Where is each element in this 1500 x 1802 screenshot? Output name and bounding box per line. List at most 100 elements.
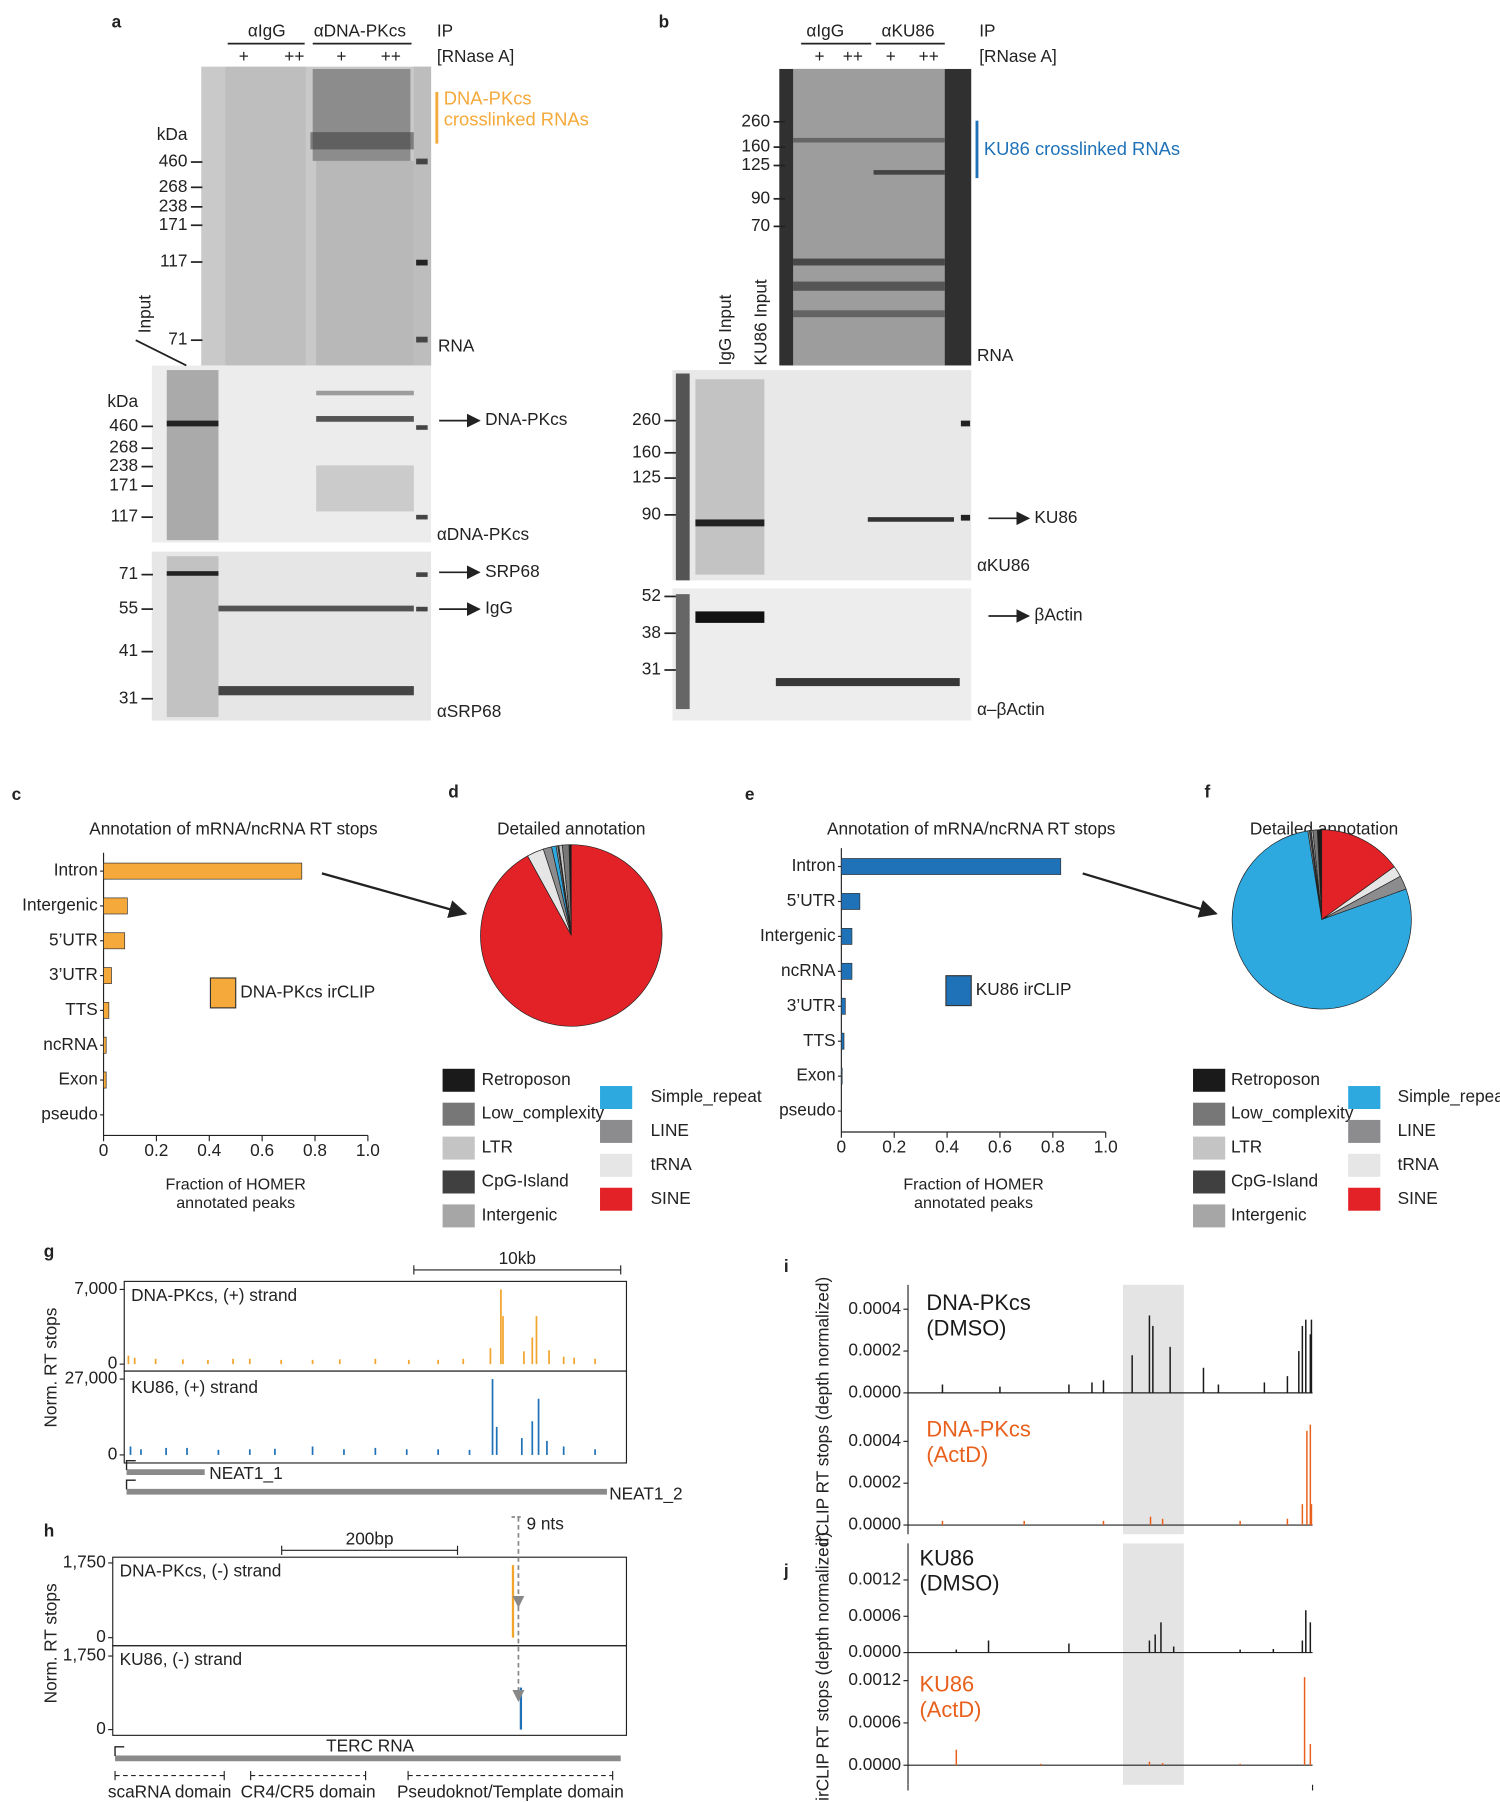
band-label: DNA-PKcs bbox=[485, 409, 567, 429]
ip-group: αDNA-PKcs bbox=[314, 21, 406, 41]
marker-label: 52 bbox=[642, 585, 661, 605]
legend-label: Simple_repeat bbox=[651, 1086, 762, 1106]
bar bbox=[103, 967, 112, 984]
ip-label: IP bbox=[979, 21, 995, 41]
bar bbox=[103, 1071, 107, 1089]
legend-label: SINE bbox=[651, 1188, 691, 1208]
marker-label: 71 bbox=[119, 563, 138, 583]
blot-image bbox=[225, 66, 306, 366]
series-name-box: DNA-PKcs (DMSO) bbox=[926, 1292, 1030, 1341]
ip-group: αKU86 bbox=[882, 21, 935, 41]
bar bbox=[841, 1032, 845, 1050]
x-axis-label-box: Fraction of HOMER annotated peaks bbox=[166, 1175, 306, 1212]
legend-label: CpG-Island bbox=[1231, 1171, 1318, 1191]
marker-label: 160 bbox=[741, 136, 770, 156]
blot-image bbox=[672, 588, 972, 721]
y-tick-label: 0.0000 bbox=[848, 1754, 901, 1774]
y-tick-label: 0.0006 bbox=[848, 1711, 901, 1731]
connector-arrow bbox=[1082, 872, 1218, 918]
y-tick-label: Intron bbox=[792, 855, 836, 875]
legend-swatch bbox=[442, 1068, 475, 1092]
x-axis-label: Fraction of HOMER annotated peaks bbox=[903, 1174, 1044, 1212]
series-name: KU86 (DMSO) bbox=[919, 1546, 1000, 1597]
panel-letter: d bbox=[448, 782, 459, 802]
legend-swatch bbox=[209, 977, 237, 1009]
lane-label: ++ bbox=[919, 46, 939, 66]
band-label: βActin bbox=[1034, 605, 1082, 625]
legend-swatch bbox=[600, 1119, 633, 1143]
band-label: IgG bbox=[485, 598, 513, 618]
legend-label: tRNA bbox=[651, 1154, 693, 1174]
lane-label: + bbox=[814, 46, 824, 66]
y-tick-label: 0.0000 bbox=[848, 1381, 901, 1401]
x-tick-label: 0.8 bbox=[1041, 1137, 1065, 1157]
legend-label: tRNA bbox=[1398, 1154, 1440, 1174]
marker-label: 171 bbox=[109, 475, 138, 495]
y-tick-label: ncRNA bbox=[43, 1034, 98, 1054]
y-tick-label: 0.0002 bbox=[848, 1340, 901, 1360]
x-tick-label: 1.0 bbox=[1094, 1137, 1118, 1157]
marker-label: 260 bbox=[741, 110, 770, 130]
chart-title: Annotation of mRNA/ncRNA RT stops bbox=[89, 818, 377, 838]
kda-label: kDa bbox=[107, 391, 138, 411]
panel-letter: j bbox=[783, 1561, 789, 1581]
x-tick-label: 0.8 bbox=[303, 1140, 327, 1160]
legend-swatch bbox=[1348, 1187, 1381, 1211]
blot-image bbox=[775, 678, 960, 687]
legend-label: LINE bbox=[1398, 1120, 1436, 1140]
legend-label: Retroposon bbox=[482, 1069, 571, 1089]
y-tick-label: 0 bbox=[108, 1443, 118, 1463]
x-tick-label: 0 bbox=[837, 1137, 847, 1157]
legend-label: CpG-Island bbox=[482, 1171, 569, 1191]
pie-slice bbox=[480, 844, 663, 1027]
series-name: KU86 (ActD) bbox=[919, 1673, 982, 1723]
tss-arrow bbox=[114, 1746, 125, 1757]
blot-image bbox=[316, 465, 414, 512]
track-frame bbox=[123, 1370, 628, 1464]
blot-image bbox=[793, 281, 945, 291]
panel-letter: b bbox=[659, 12, 670, 32]
gene-label: NEAT1_1 bbox=[209, 1463, 282, 1483]
scale-label: 10kb bbox=[499, 1248, 536, 1268]
legend-swatch bbox=[442, 1204, 475, 1228]
y-axis-label: Norm. RT stops bbox=[40, 1583, 60, 1703]
blot-image bbox=[316, 160, 414, 366]
scale-label: 200bp bbox=[346, 1529, 394, 1549]
band-label: αSRP68 bbox=[437, 701, 502, 721]
chart-title: Detailed annotation bbox=[1250, 818, 1398, 838]
blot-image bbox=[793, 68, 945, 366]
rna-label: RNA bbox=[438, 336, 475, 356]
input-divider bbox=[135, 339, 187, 367]
track-frame bbox=[112, 1645, 628, 1736]
legend-label: Intergenic bbox=[1231, 1204, 1307, 1224]
crosslink-label: KU86 crosslinked RNAs bbox=[983, 140, 1181, 160]
legend-label: Intergenic bbox=[482, 1204, 558, 1224]
marker-label: 31 bbox=[119, 687, 138, 707]
marker-label: 31 bbox=[642, 659, 661, 679]
y-tick-label: 5’UTR bbox=[787, 890, 836, 910]
marker-label: 268 bbox=[109, 437, 138, 457]
y-tick-label: 0 bbox=[96, 1626, 106, 1646]
blot-image bbox=[413, 66, 432, 366]
pie-slice bbox=[1321, 829, 1395, 921]
blot-image bbox=[867, 517, 954, 522]
x-tick-label: 1.0 bbox=[356, 1140, 380, 1160]
connector-arrow bbox=[321, 872, 468, 919]
x-tick-label: 0.4 bbox=[935, 1137, 959, 1157]
blot-image bbox=[416, 336, 428, 343]
domain-label: scaRNA domain bbox=[108, 1781, 231, 1801]
legend-swatch bbox=[1193, 1136, 1226, 1160]
y-tick-label: 3’UTR bbox=[787, 995, 836, 1015]
x-tick-label: 0 bbox=[99, 1140, 109, 1160]
legend-swatch bbox=[945, 975, 972, 1007]
blot-image bbox=[218, 605, 414, 612]
gene-label: TERC RNA bbox=[326, 1735, 415, 1755]
bar bbox=[103, 862, 303, 880]
marker-label: 90 bbox=[642, 503, 661, 523]
lane-label: + bbox=[336, 46, 346, 66]
ip-group: αIgG bbox=[806, 21, 844, 41]
rnase-label: [RNase A] bbox=[437, 46, 515, 66]
x-tick-label: 0.2 bbox=[882, 1137, 906, 1157]
